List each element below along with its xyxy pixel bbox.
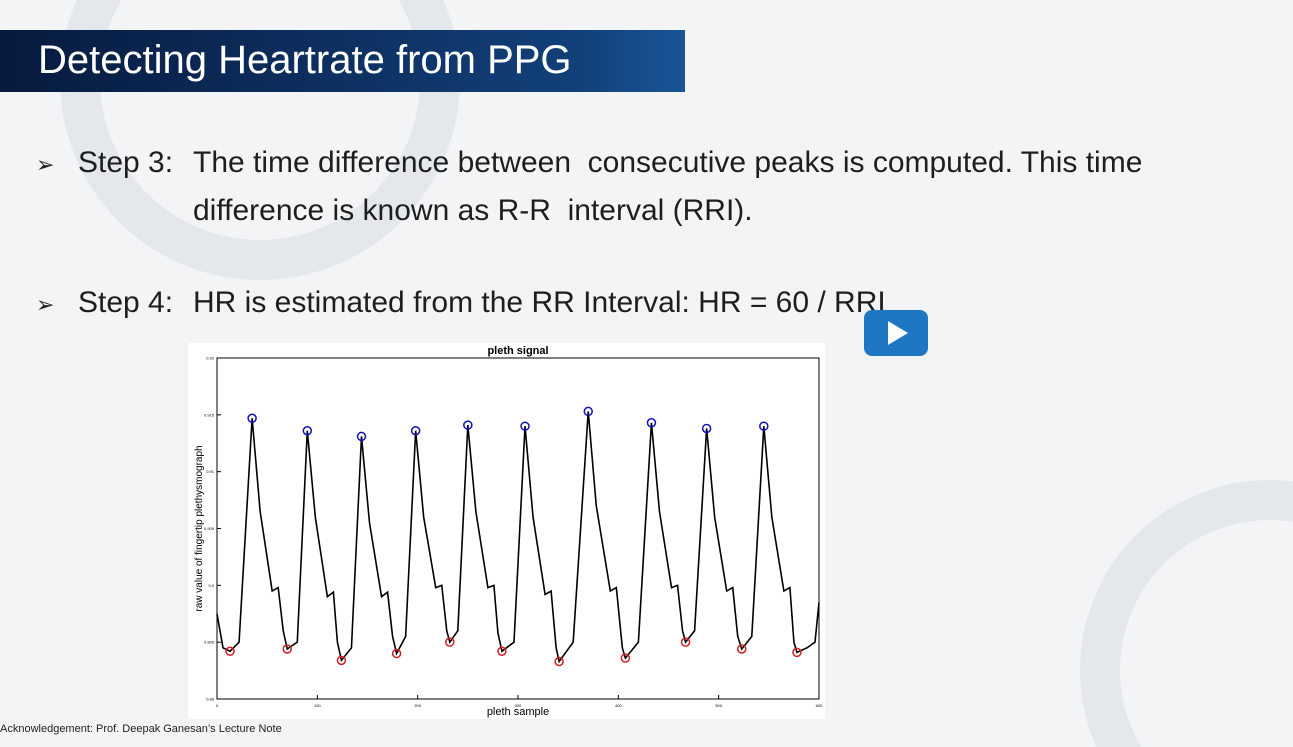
- play-button[interactable]: [864, 310, 928, 356]
- x-tick-label: 0: [216, 703, 219, 708]
- bullet-label: Step 3:: [78, 146, 174, 179]
- peak-marker: [356, 431, 367, 442]
- bullet-arrow: ➢: [36, 292, 55, 317]
- y-tick-label: 0.9: [208, 583, 214, 588]
- chart-title: pleth signal: [487, 345, 548, 357]
- trough-marker: [497, 646, 507, 657]
- trough-marker: [620, 653, 631, 663]
- play-icon: [888, 321, 908, 345]
- y-tick-label: 0.895: [204, 640, 215, 645]
- bullet-text: The time difference between consecutive …: [193, 146, 1151, 227]
- bullet-text: HR is estimated from the RR Interval: HR…: [193, 286, 886, 319]
- peak-marker: [701, 423, 712, 434]
- x-axis-label: pleth sample: [487, 706, 549, 718]
- y-axis-label: raw value of fingertip plethysmograph: [194, 445, 205, 611]
- trough-marker: [225, 646, 235, 657]
- trough-marker: [445, 637, 455, 647]
- trough-marker: [336, 655, 347, 666]
- y-tick-label: 0.92: [206, 356, 215, 361]
- x-tick-label: 300: [515, 703, 522, 708]
- y-tick-label: 0.915: [204, 412, 215, 417]
- peak-marker: [463, 420, 473, 430]
- peak-marker: [520, 421, 530, 431]
- bullet-arrow: ➢: [36, 152, 55, 177]
- x-tick-label: 500: [715, 703, 722, 708]
- trough-marker: [391, 648, 402, 659]
- trough-marker: [554, 656, 564, 667]
- x-tick-label: 600: [816, 703, 823, 708]
- trough-marker: [680, 637, 691, 647]
- title-banner: Detecting Heartrate from PPG: [0, 30, 685, 92]
- peak-marker: [759, 421, 769, 431]
- signal-line: [216, 411, 820, 664]
- decoration: [1080, 480, 1293, 747]
- y-tick-label: 0.91: [206, 469, 215, 474]
- peak-marker: [302, 425, 313, 436]
- trough-marker: [736, 644, 747, 654]
- trough-marker: [282, 644, 292, 654]
- plot-frame: [216, 357, 820, 700]
- bullet: ➢ Step 4: HR is estimated from the RR Inte…: [36, 286, 1253, 327]
- y-tick-label: 0.905: [204, 526, 215, 531]
- x-tick-label: 200: [414, 703, 421, 708]
- trough-marker: [792, 647, 802, 658]
- peak-marker: [247, 413, 257, 423]
- bullet: ➢ Step 3: The time difference between cons…: [36, 146, 1253, 235]
- x-tick-label: 400: [615, 703, 622, 708]
- peak-marker: [583, 406, 593, 417]
- acknowledgement: Acknowledgement: Prof. Deepak Ganesan’s …: [0, 723, 282, 735]
- peak-marker: [410, 425, 421, 436]
- x-tick-label: 100: [314, 703, 321, 708]
- peak-marker: [646, 418, 657, 428]
- bullet-label: Step 4:: [78, 286, 174, 319]
- slide-title: Detecting Heartrate from PPG: [38, 38, 572, 82]
- chart: pleth signal pleth sample raw value of fin…: [188, 343, 825, 719]
- y-tick-label: 0.89: [206, 697, 215, 702]
